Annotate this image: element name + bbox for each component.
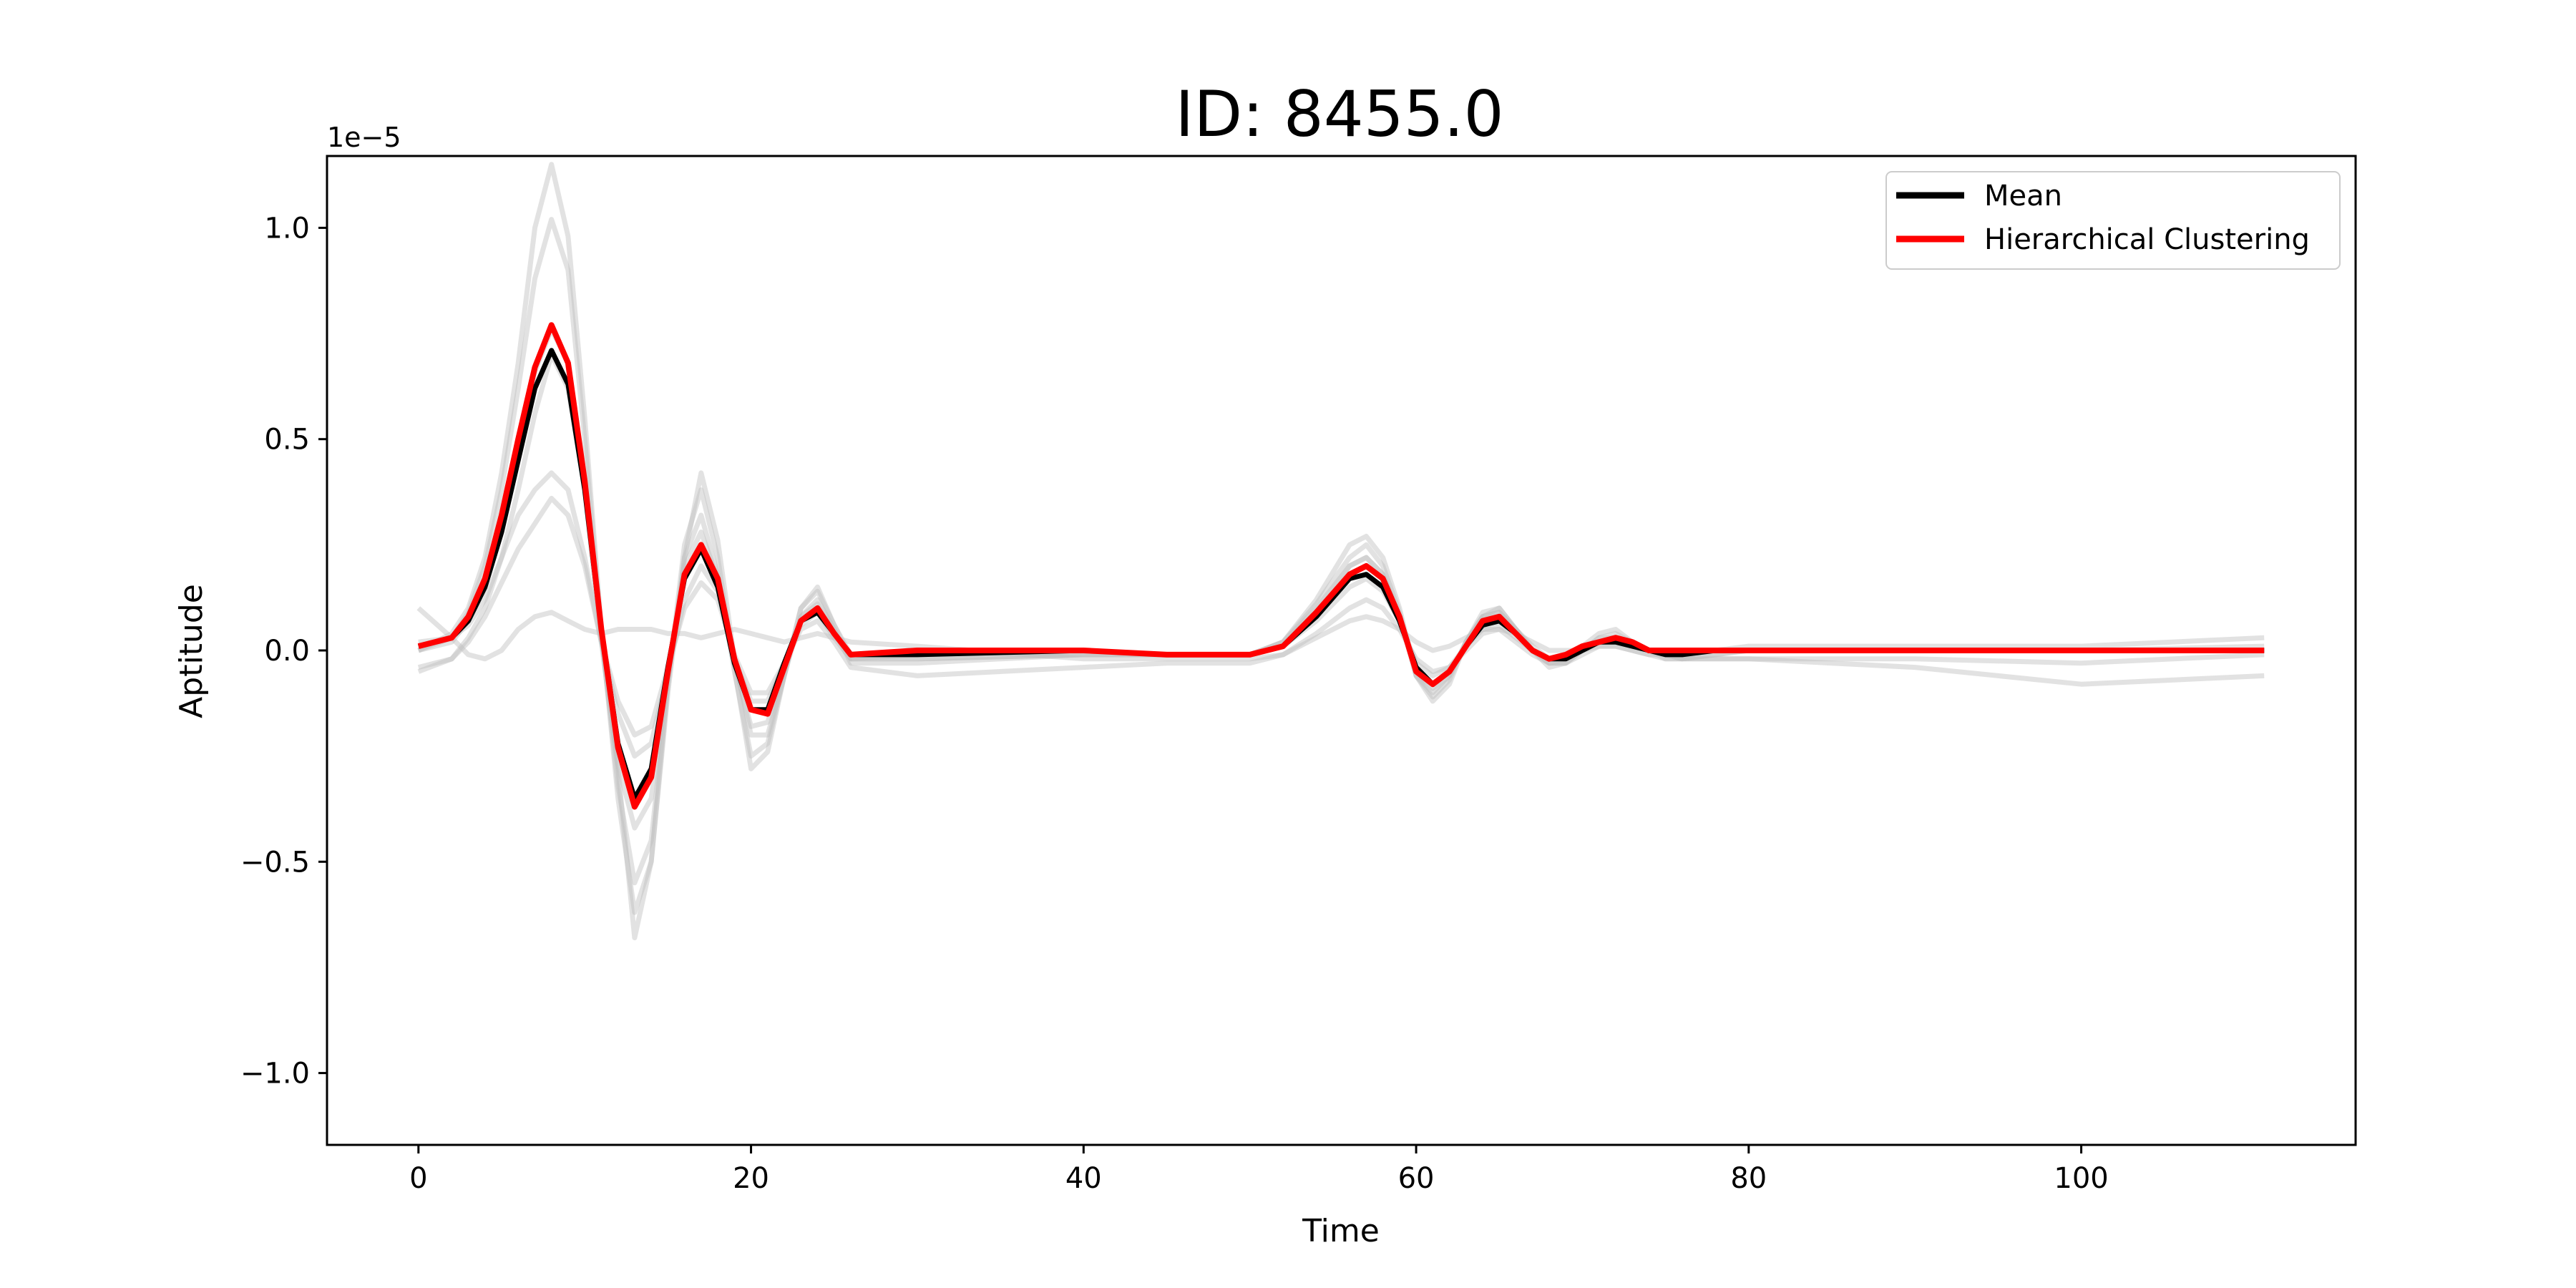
y-tick-label-2: 0.0 xyxy=(264,635,310,668)
x-tick-label-0: 0 xyxy=(409,1162,427,1195)
chart-title: ID: 8455.0 xyxy=(1175,77,1503,151)
x-axis-label: Time xyxy=(1302,1213,1380,1249)
series-layer xyxy=(416,162,2265,941)
sample-line-6 xyxy=(417,495,2265,738)
y-tick-label-3: −0.5 xyxy=(240,846,310,879)
y-offset-label: 1e−5 xyxy=(327,122,401,153)
x-tick-label-5: 100 xyxy=(2054,1162,2108,1195)
x-tick-label-4: 80 xyxy=(1730,1162,1767,1195)
legend: Mean Hierarchical Clustering xyxy=(1885,171,2341,270)
legend-hierarchical-label: Hierarchical Clustering xyxy=(1984,223,2310,256)
y-tick-label-0: 1.0 xyxy=(264,212,310,245)
y-tick-label-1: 0.5 xyxy=(264,424,310,457)
legend-box xyxy=(1885,171,2341,270)
y-axis-label: Aptitude xyxy=(173,584,210,718)
series-line-hierarchical-clustering xyxy=(417,322,2265,810)
axis-layer: 0 20 40 60 80 100 1.0 0.5 0.0 −0.5 −1.0 xyxy=(240,212,2109,1195)
x-tick-label-2: 40 xyxy=(1065,1162,1102,1195)
x-tick-label-1: 20 xyxy=(733,1162,769,1195)
y-tick-label-4: −1.0 xyxy=(240,1058,310,1091)
sample-line-7 xyxy=(416,606,2265,687)
legend-mean-label: Mean xyxy=(1984,180,2062,213)
x-tick-label-3: 60 xyxy=(1398,1162,1435,1195)
